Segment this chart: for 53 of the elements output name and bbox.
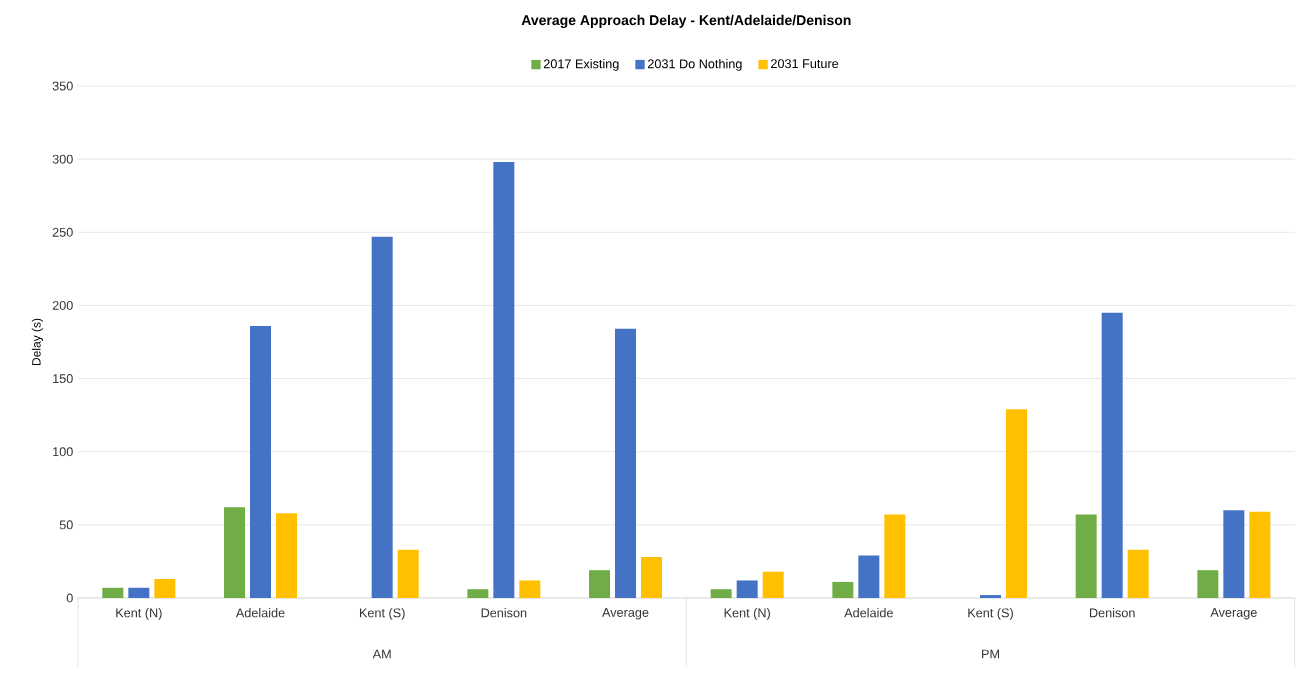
bar	[615, 328, 637, 598]
bar	[467, 589, 489, 598]
x-tick-label: Kent (N)	[724, 608, 770, 620]
bar	[884, 514, 906, 598]
bar	[1249, 511, 1271, 598]
x-tick-label: Adelaide	[844, 608, 893, 618]
y-tick-label: 100	[53, 447, 73, 457]
bar	[224, 507, 245, 598]
bar	[832, 581, 854, 598]
x-tick-label: Average	[602, 608, 649, 620]
y-tick-label: 250	[52, 227, 73, 237]
y-tick-label: 50	[59, 520, 73, 530]
bar	[128, 587, 150, 598]
bar	[519, 580, 541, 598]
y-tick-label: 0	[66, 593, 73, 603]
x-tick-label: Kent (S)	[968, 608, 1013, 620]
bar	[1127, 549, 1149, 598]
x-tick-label: Adelaide	[235, 608, 285, 618]
y-tick-label: 150	[53, 374, 73, 384]
bar	[980, 595, 1002, 598]
bar	[397, 549, 419, 598]
x-tick-label: Kent (S)	[359, 608, 405, 620]
legend-label: 2031 Do Nothing	[647, 58, 742, 71]
bar	[1101, 312, 1123, 598]
bar	[1223, 510, 1245, 598]
legend-label: 2017 Existing	[543, 58, 619, 71]
bar	[858, 555, 880, 598]
legend-label: 2031 Future	[771, 59, 839, 69]
y-axis-title: Delay (s)	[31, 318, 43, 366]
bar	[589, 570, 611, 598]
x-tick-label: Denison	[1089, 608, 1135, 618]
bar	[371, 236, 393, 598]
bar	[736, 580, 758, 598]
bar	[762, 571, 784, 598]
bar	[1197, 570, 1219, 598]
text: AM	[372, 649, 391, 659]
text: PM	[982, 649, 999, 659]
y-tick-label: 200	[52, 300, 73, 310]
bar	[102, 587, 124, 598]
bar	[1075, 514, 1097, 598]
chart-title: Average Approach Delay - Kent/Adelaide/Denison	[521, 14, 851, 28]
y-tick-label: 350	[52, 81, 73, 91]
bar	[250, 325, 271, 598]
bar	[276, 513, 297, 598]
x-tick-label: Average	[1210, 608, 1257, 620]
bar	[154, 578, 176, 598]
bar	[710, 589, 732, 598]
bar	[493, 162, 515, 598]
bar	[641, 557, 663, 598]
x-tick-label: Kent (N)	[116, 608, 162, 620]
x-tick-label: Denison	[481, 608, 527, 618]
bar	[1006, 409, 1028, 598]
y-tick-label: 300	[52, 154, 73, 164]
